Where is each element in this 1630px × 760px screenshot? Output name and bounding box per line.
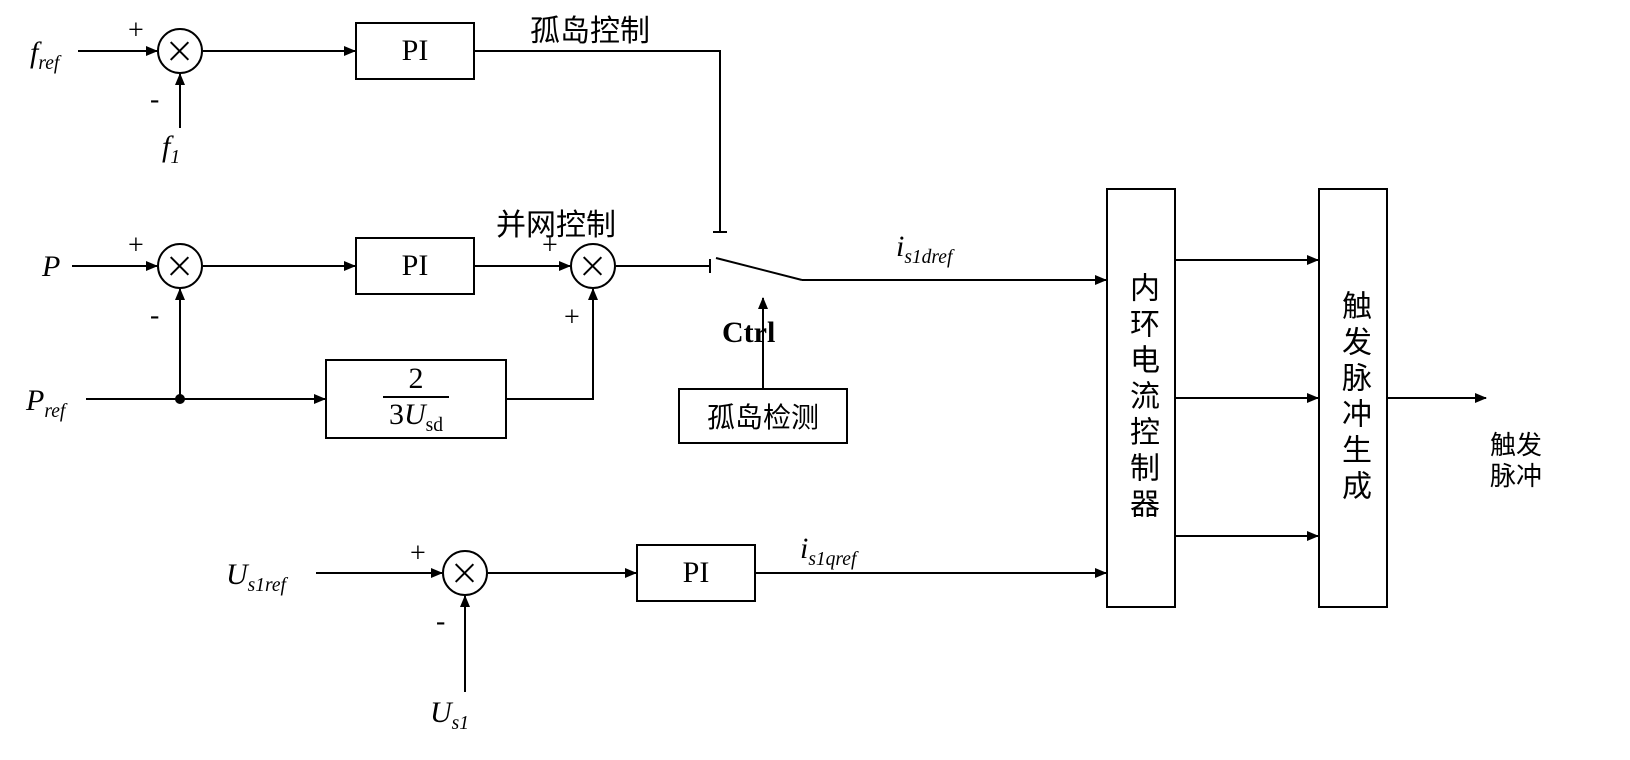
summer-U xyxy=(442,550,488,596)
sign-s4-plus: + xyxy=(410,538,426,570)
ctrl-label: Ctrl xyxy=(722,316,775,350)
sign-s2-minus: - xyxy=(150,300,159,332)
input-Us1ref: Us1ref xyxy=(226,558,286,597)
input-Us1: Us1 xyxy=(430,696,469,735)
sign-s2-plus: + xyxy=(128,230,144,262)
pi-block-1: PI xyxy=(355,22,475,80)
sign-s3-plus1: + xyxy=(542,230,558,262)
is1qref-label: is1qref xyxy=(800,532,856,571)
is1dref-label: is1dref xyxy=(896,230,952,269)
input-f1: f1 xyxy=(162,130,180,169)
sign-s1-plus: + xyxy=(128,15,144,47)
sign-s1-minus: - xyxy=(150,84,159,116)
output-trigger-pulse: 触发脉冲 xyxy=(1490,430,1542,492)
summer-P xyxy=(157,243,203,289)
pulse-generator: 触发脉冲生成 xyxy=(1318,188,1388,608)
summer-P-sum xyxy=(570,243,616,289)
input-f-ref: fref xyxy=(30,36,59,75)
island-detect-block: 孤岛检测 xyxy=(678,388,848,444)
sign-s3-plus2: + xyxy=(564,302,580,334)
input-P-ref: Pref xyxy=(26,384,65,423)
pi-block-2: PI xyxy=(355,237,475,295)
inner-loop-controller: 内环电流控制器 xyxy=(1106,188,1176,608)
pi-block-3: PI xyxy=(636,544,756,602)
summer-f xyxy=(157,28,203,74)
gain-block: 2 3Usd xyxy=(325,359,507,439)
sign-s4-minus: - xyxy=(436,606,445,638)
control-block-diagram: fref f1 P Pref Us1ref Us1 孤岛控制 并网控制 Ctrl… xyxy=(0,0,1630,760)
island-control-label: 孤岛控制 xyxy=(530,6,650,50)
input-P: P xyxy=(42,250,60,284)
